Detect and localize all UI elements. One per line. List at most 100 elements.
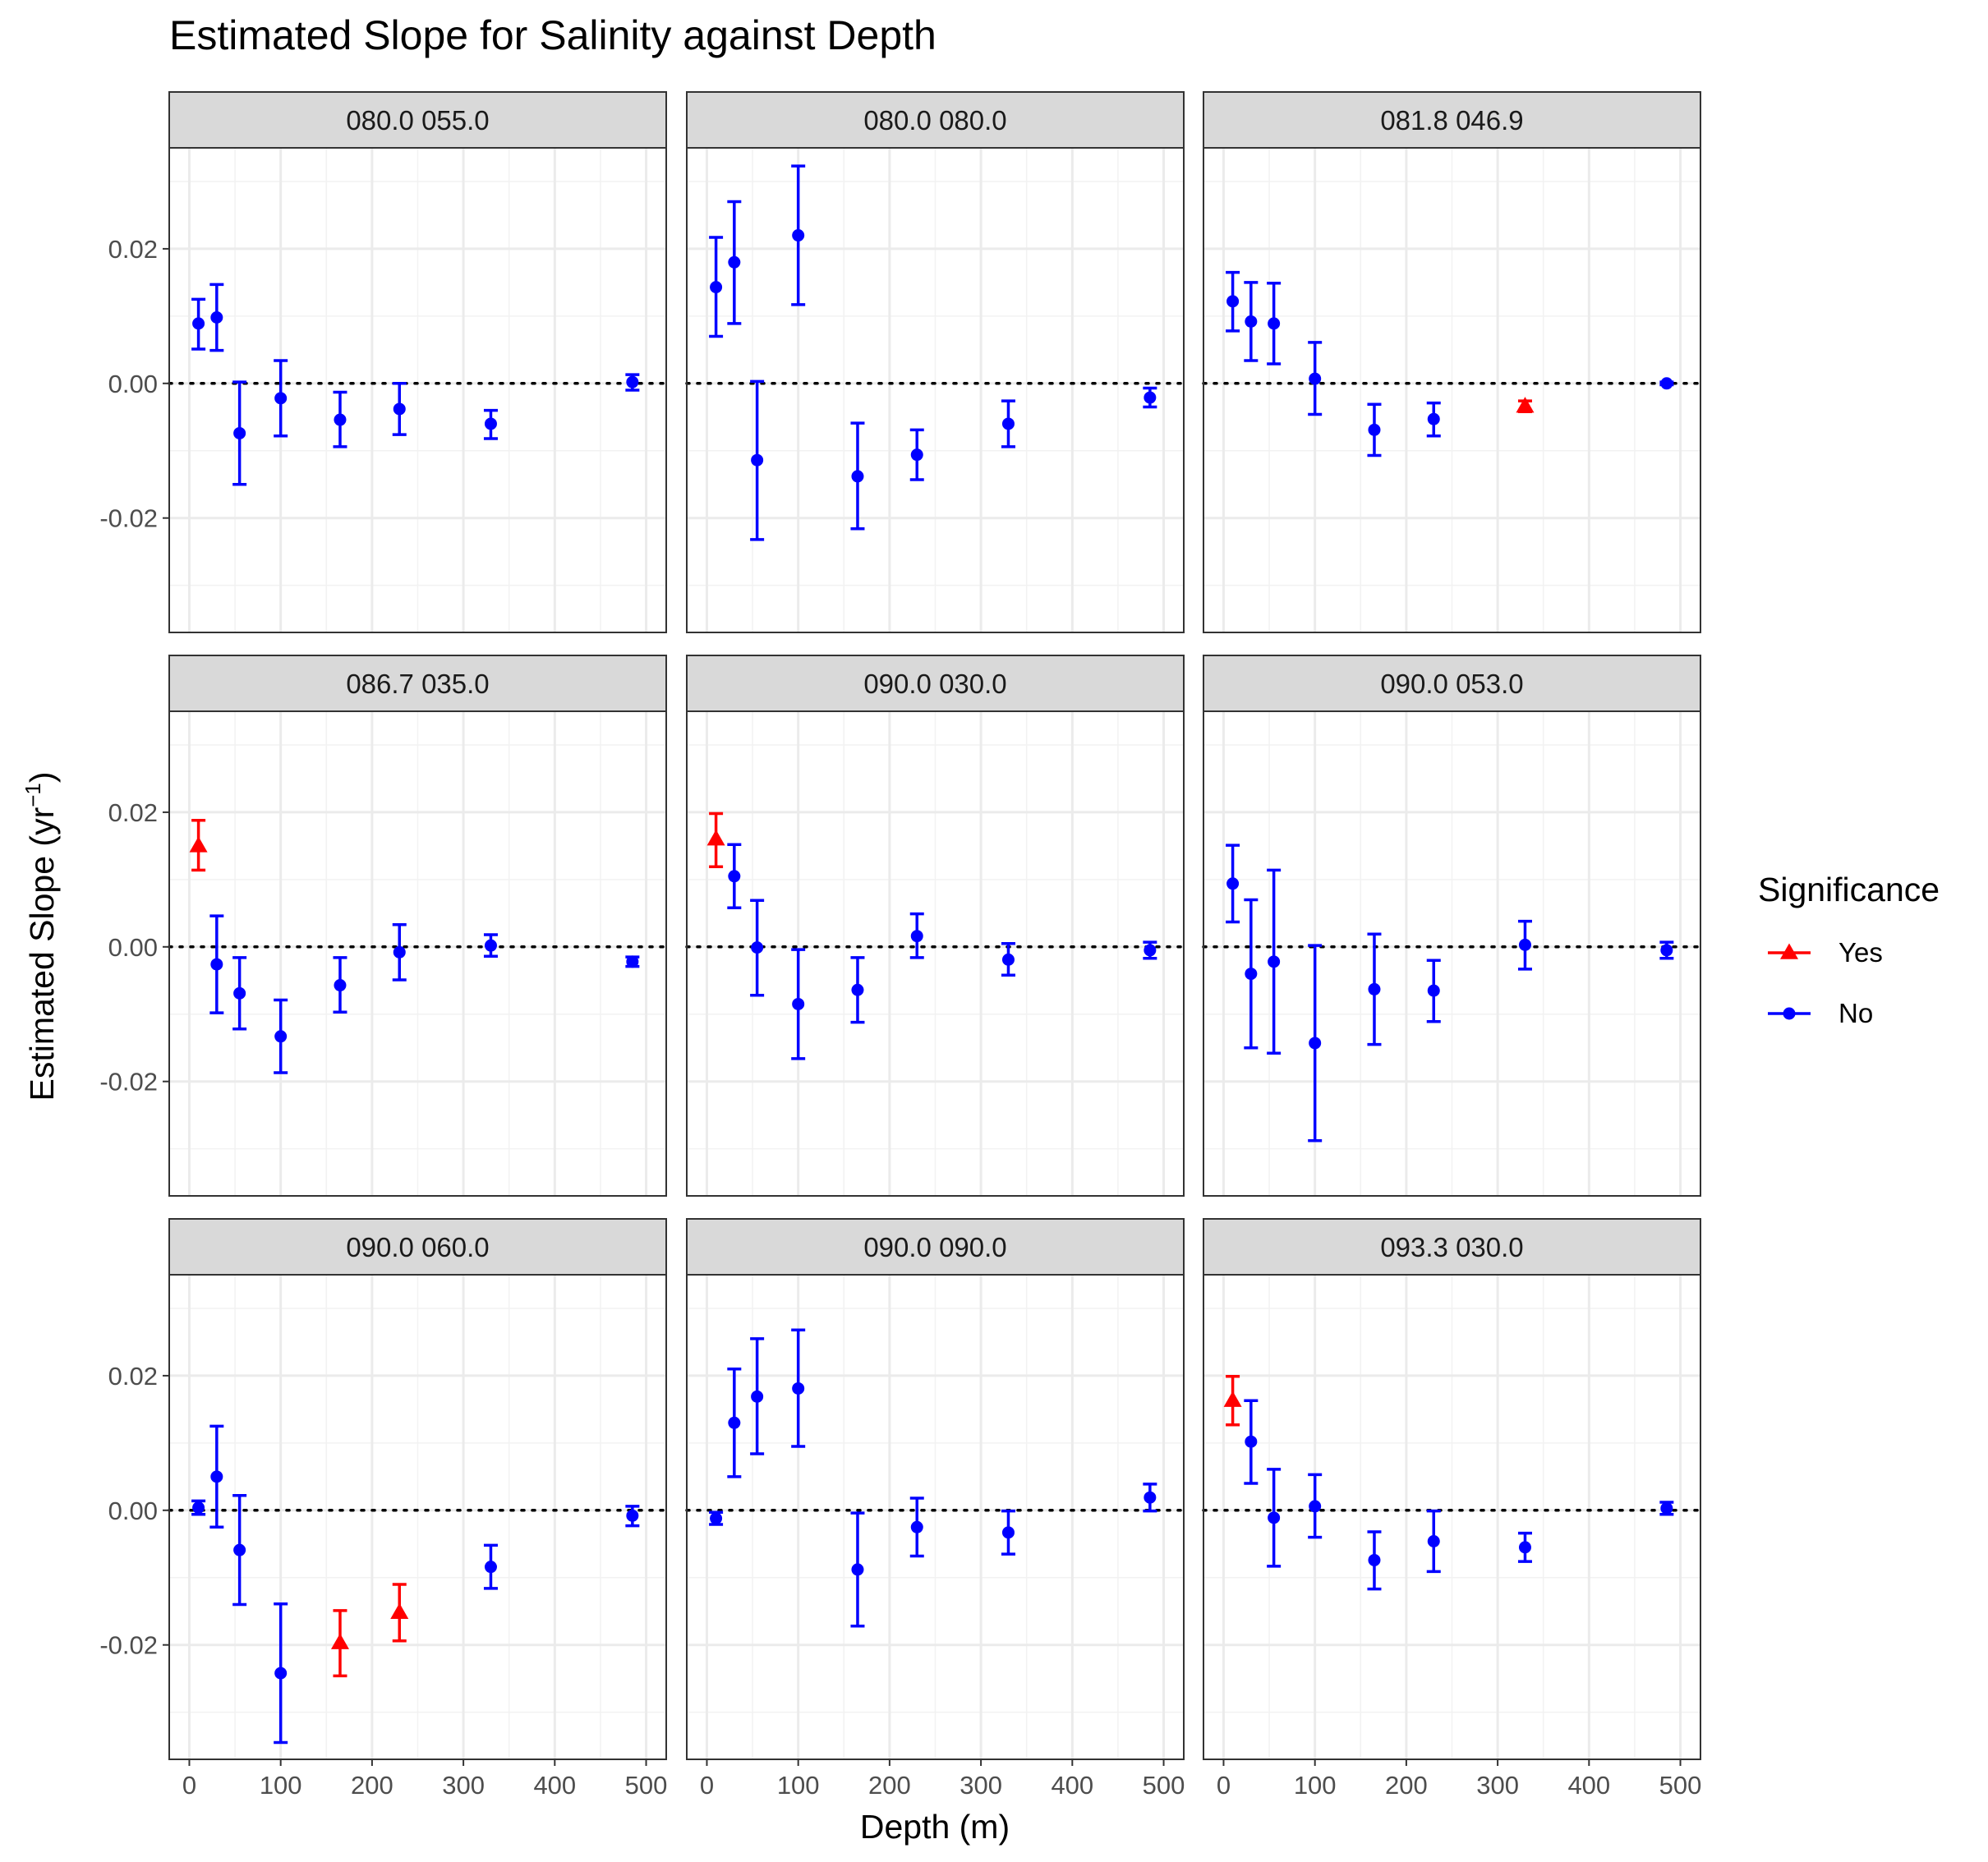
legend-title: Significance bbox=[1758, 871, 1940, 908]
data-point bbox=[484, 417, 497, 430]
data-point bbox=[910, 448, 923, 462]
y-tick-label: 0.02 bbox=[108, 798, 158, 827]
data-point-significant bbox=[390, 1602, 409, 1620]
data-point bbox=[1245, 315, 1258, 328]
facet-panel: 090.0 060.0 -0.02 0.00 0.02 0 100 200 300 400 500 bbox=[99, 1218, 668, 1800]
data-point bbox=[751, 941, 764, 954]
x-tick-label: 100 bbox=[1294, 1771, 1337, 1800]
data-point bbox=[1309, 372, 1322, 385]
facet-strip-label: 080.0 055.0 bbox=[346, 105, 489, 136]
data-point bbox=[233, 426, 246, 439]
legend-item: No bbox=[1768, 998, 1873, 1028]
data-point bbox=[1144, 944, 1157, 957]
data-point-significant bbox=[1516, 397, 1535, 413]
facet-strip bbox=[1203, 655, 1701, 712]
x-tick-label: 0 bbox=[182, 1771, 196, 1800]
data-point bbox=[274, 392, 288, 405]
panel-border bbox=[686, 1274, 1185, 1760]
facet-panel: 081.8 046.9 bbox=[1202, 91, 1702, 633]
data-point bbox=[1368, 1553, 1381, 1566]
x-axis-title-group: Depth (m) bbox=[860, 1808, 1010, 1846]
data-point bbox=[626, 1509, 639, 1522]
data-point bbox=[792, 997, 805, 1010]
legend-items: Yes No bbox=[1768, 937, 1883, 1028]
data-point bbox=[1368, 423, 1381, 436]
data-point bbox=[233, 1543, 246, 1556]
legend-label: No bbox=[1838, 998, 1873, 1028]
y-tick-label: 0.02 bbox=[108, 235, 158, 264]
data-point bbox=[710, 281, 723, 294]
data-point bbox=[710, 1512, 723, 1525]
x-tick-label: 200 bbox=[1385, 1771, 1428, 1800]
data-point bbox=[1226, 295, 1240, 308]
data-point bbox=[1268, 1511, 1281, 1524]
panel-border bbox=[1203, 1274, 1701, 1760]
y-axis-title-close: ) bbox=[23, 771, 61, 783]
facet-panel: 086.7 035.0 -0.02 0.00 0.02 bbox=[99, 655, 668, 1197]
data-point bbox=[210, 311, 223, 324]
facet-strip bbox=[168, 655, 667, 712]
x-tick-label: 200 bbox=[868, 1771, 911, 1800]
y-tick-label: 0.00 bbox=[108, 933, 158, 962]
y-axis-title-exponent: −1 bbox=[21, 783, 45, 807]
facet-panel: 090.0 090.0 0 100 200 300 400 500 bbox=[685, 1218, 1185, 1800]
data-point-significant bbox=[706, 830, 725, 846]
data-point bbox=[1309, 1500, 1322, 1513]
y-tick-label: 0.00 bbox=[108, 370, 158, 398]
data-point bbox=[393, 402, 406, 416]
data-point bbox=[1368, 982, 1381, 995]
y-tick-label: 0.00 bbox=[108, 1496, 158, 1525]
x-tick-label: 300 bbox=[442, 1771, 485, 1800]
x-tick-label: 300 bbox=[1476, 1771, 1519, 1800]
x-tick-label: 500 bbox=[1659, 1771, 1702, 1800]
x-tick-label: 0 bbox=[1217, 1771, 1231, 1800]
facet-strip-label: 081.8 046.9 bbox=[1380, 105, 1523, 136]
data-point bbox=[484, 1561, 497, 1574]
data-point bbox=[792, 229, 805, 242]
data-point bbox=[851, 470, 864, 483]
x-tick-label: 500 bbox=[1143, 1771, 1185, 1800]
x-tick-label: 0 bbox=[700, 1771, 714, 1800]
data-point bbox=[1245, 1435, 1258, 1448]
data-point bbox=[1001, 1526, 1015, 1539]
data-point bbox=[192, 317, 205, 330]
data-point bbox=[1309, 1037, 1322, 1050]
y-tick-label: 0.02 bbox=[108, 1362, 158, 1391]
facet-strip-label: 086.7 035.0 bbox=[346, 669, 489, 699]
x-tick-label: 400 bbox=[533, 1771, 576, 1800]
panel-border bbox=[168, 1274, 667, 1760]
data-point bbox=[393, 945, 406, 959]
data-point bbox=[751, 453, 764, 467]
data-point bbox=[1427, 984, 1440, 997]
panel-border bbox=[686, 147, 1185, 633]
legend-label: Yes bbox=[1838, 937, 1883, 968]
data-point bbox=[1001, 417, 1015, 430]
data-point bbox=[851, 983, 864, 996]
data-point bbox=[210, 958, 223, 971]
data-point bbox=[1245, 968, 1258, 981]
data-point bbox=[626, 375, 639, 388]
data-point bbox=[1226, 877, 1240, 890]
panel-border bbox=[168, 710, 667, 1197]
data-point bbox=[484, 939, 497, 952]
data-point bbox=[910, 1520, 923, 1533]
facet-strip bbox=[168, 1218, 667, 1276]
y-tick-label: -0.02 bbox=[99, 504, 158, 533]
data-point bbox=[1518, 938, 1531, 951]
x-tick-label: 200 bbox=[351, 1771, 393, 1800]
legend-key-triangle bbox=[1780, 943, 1798, 959]
data-point bbox=[1144, 1491, 1157, 1504]
facet-strip bbox=[686, 655, 1185, 712]
facet-strip bbox=[168, 91, 667, 149]
data-point-significant bbox=[189, 836, 208, 853]
data-point bbox=[1660, 377, 1673, 390]
data-point bbox=[751, 1390, 764, 1403]
facet-strip-label: 090.0 053.0 bbox=[1380, 669, 1523, 699]
x-tick-label: 400 bbox=[1051, 1771, 1093, 1800]
data-point bbox=[1660, 1501, 1673, 1515]
facet-strip bbox=[1203, 1218, 1701, 1276]
x-tick-label: 100 bbox=[260, 1771, 302, 1800]
legend: Significance Yes No bbox=[1758, 871, 1940, 1028]
legend-item: Yes bbox=[1768, 937, 1883, 968]
